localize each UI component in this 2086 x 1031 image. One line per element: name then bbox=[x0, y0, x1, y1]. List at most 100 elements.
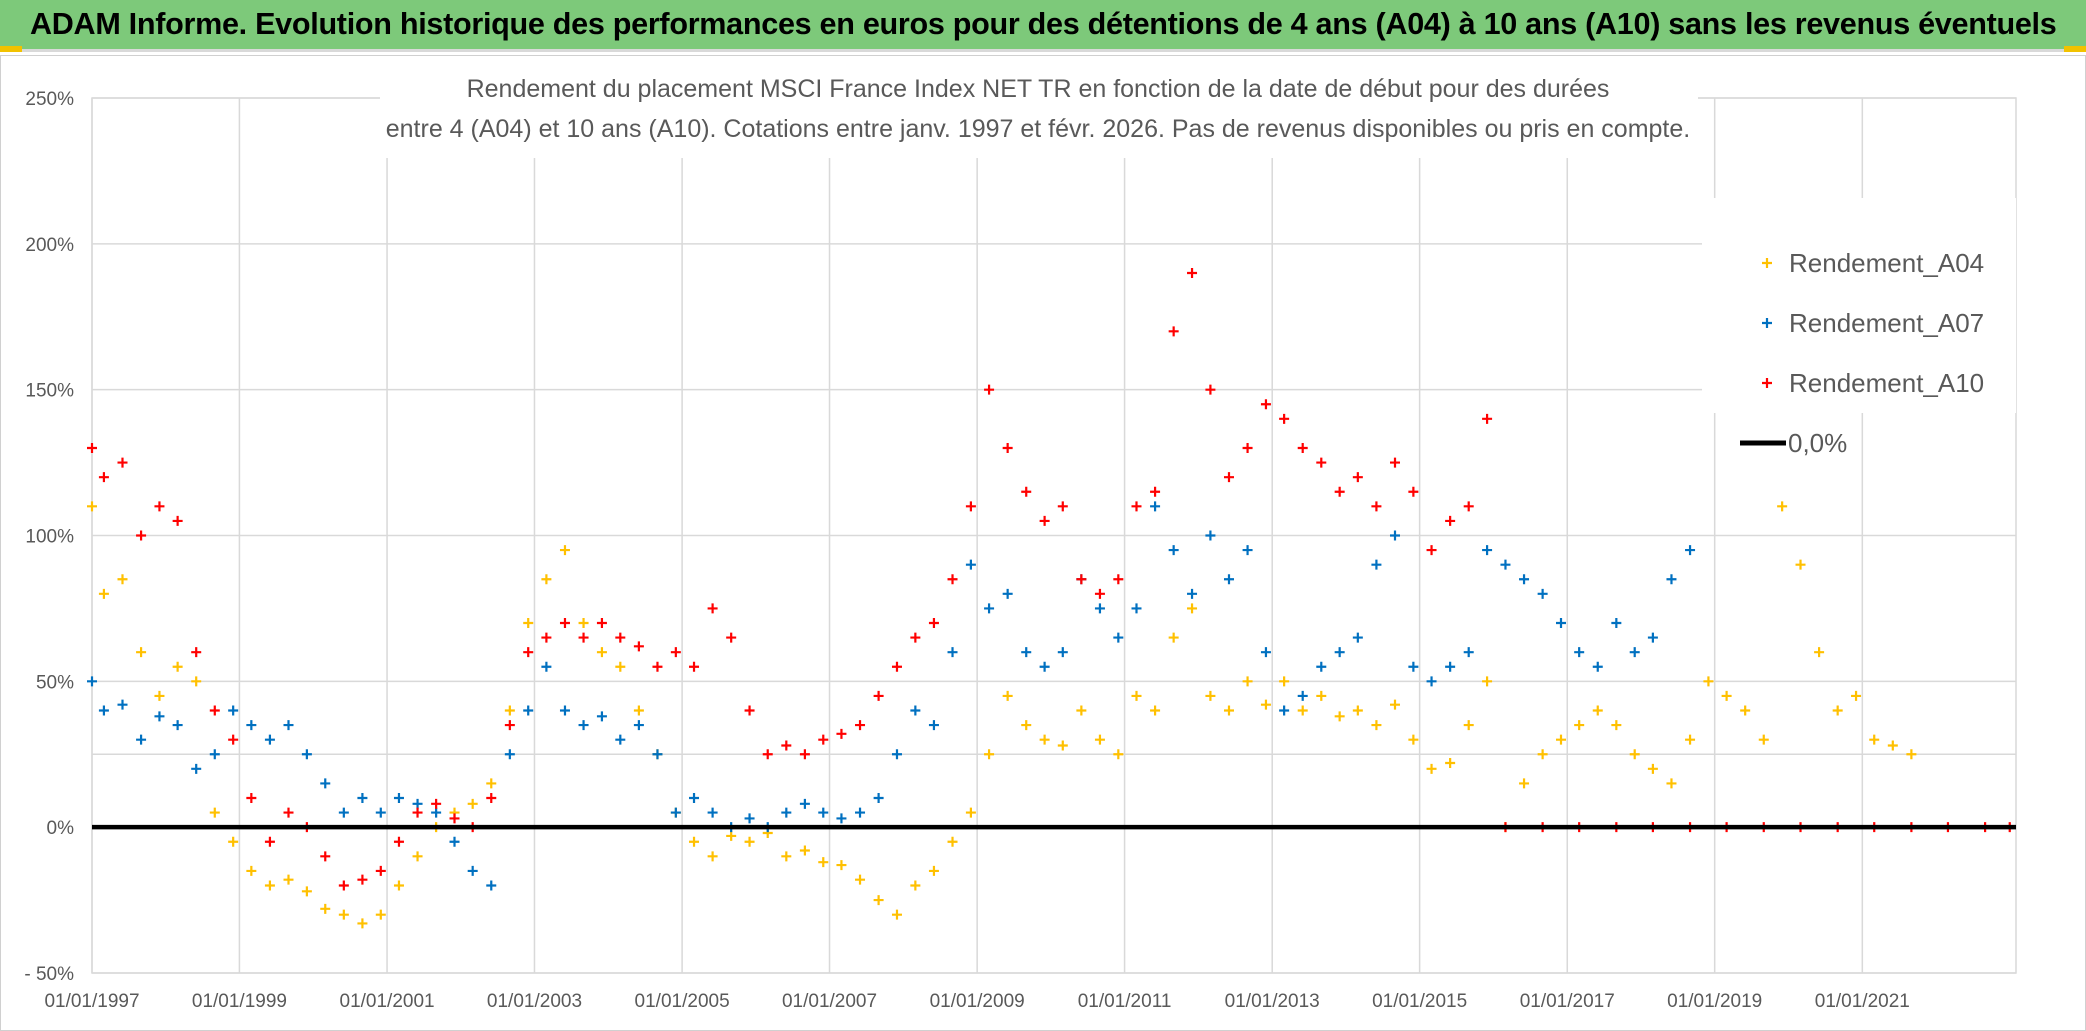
point-rendement-a10 bbox=[117, 457, 128, 468]
x-tick-label: 01/01/2013 bbox=[1225, 991, 1320, 1012]
point-rendement-a04 bbox=[781, 851, 792, 862]
point-rendement-a04 bbox=[1039, 734, 1050, 745]
point-rendement-a07 bbox=[578, 720, 589, 731]
point-rendement-a07 bbox=[596, 711, 607, 722]
point-rendement-a04 bbox=[1832, 705, 1843, 716]
point-rendement-a10 bbox=[1057, 501, 1068, 512]
point-rendement-a10 bbox=[1168, 326, 1179, 337]
y-axis-ticks: - 50% 0% 50% 100% 150% 200% 250% bbox=[24, 89, 74, 985]
point-rendement-a10 bbox=[228, 734, 239, 745]
point-rendement-a07 bbox=[910, 705, 921, 716]
point-rendement-a07 bbox=[1592, 661, 1603, 672]
point-rendement-a04 bbox=[1592, 705, 1603, 716]
y-tick-label: 100% bbox=[25, 527, 74, 548]
point-rendement-a04 bbox=[393, 880, 404, 891]
point-rendement-a10 bbox=[855, 720, 866, 731]
point-rendement-a04 bbox=[633, 705, 644, 716]
point-rendement-a07 bbox=[1002, 588, 1013, 599]
point-rendement-a04 bbox=[1242, 676, 1253, 687]
legend-label: Rendement_A10 bbox=[1789, 368, 1984, 398]
point-rendement-a07 bbox=[781, 807, 792, 818]
point-rendement-a04 bbox=[707, 851, 718, 862]
point-rendement-a04 bbox=[191, 676, 202, 687]
point-rendement-a07 bbox=[1223, 574, 1234, 585]
point-rendement-a10 bbox=[762, 749, 773, 760]
point-rendement-a10 bbox=[1426, 545, 1437, 556]
point-rendement-a07 bbox=[1279, 705, 1290, 716]
point-rendement-a07 bbox=[1611, 618, 1622, 628]
point-rendement-a07 bbox=[1057, 647, 1068, 658]
point-rendement-a07 bbox=[246, 720, 257, 731]
point-rendement-a04 bbox=[1187, 603, 1198, 614]
point-rendement-a04 bbox=[375, 909, 386, 920]
point-rendement-a07 bbox=[1390, 530, 1400, 541]
point-rendement-a07 bbox=[1242, 545, 1253, 556]
point-rendement-a07 bbox=[1131, 603, 1142, 614]
point-rendement-a04 bbox=[1445, 758, 1456, 768]
point-rendement-a10 bbox=[523, 647, 534, 658]
point-rendement-a04 bbox=[1721, 690, 1732, 701]
point-rendement-a10 bbox=[320, 851, 331, 862]
point-rendement-a04 bbox=[1334, 711, 1345, 722]
point-rendement-a10 bbox=[154, 501, 165, 512]
point-rendement-a04 bbox=[1223, 705, 1234, 716]
point-rendement-a10 bbox=[1445, 515, 1456, 526]
point-rendement-a07 bbox=[283, 720, 294, 731]
point-rendement-a10 bbox=[910, 632, 921, 643]
point-rendement-a04 bbox=[1021, 720, 1032, 731]
point-rendement-a07 bbox=[891, 749, 902, 760]
point-rendement-a10 bbox=[726, 632, 737, 643]
point-rendement-a10 bbox=[1039, 515, 1050, 526]
point-rendement-a04 bbox=[1260, 699, 1271, 710]
point-rendement-a10 bbox=[1150, 486, 1161, 497]
point-rendement-a10 bbox=[689, 661, 700, 672]
point-rendement-a04 bbox=[744, 836, 755, 847]
point-rendement-a04 bbox=[1463, 720, 1474, 731]
point-rendement-a10 bbox=[596, 618, 607, 628]
point-rendement-a07 bbox=[947, 647, 958, 658]
point-rendement-a07 bbox=[1574, 647, 1585, 658]
point-rendement-a04 bbox=[338, 909, 349, 920]
point-rendement-a04 bbox=[523, 618, 534, 628]
point-rendement-a07 bbox=[375, 807, 386, 818]
point-rendement-a04 bbox=[1556, 734, 1566, 745]
title-backdrop bbox=[380, 58, 1698, 158]
point-rendement-a07 bbox=[1629, 647, 1640, 658]
x-tick-label: 01/01/2007 bbox=[782, 991, 877, 1012]
x-tick-label: 01/01/2021 bbox=[1815, 991, 1910, 1012]
point-rendement-a07 bbox=[689, 793, 700, 803]
point-rendement-a07 bbox=[1685, 545, 1696, 556]
banner-title: ADAM Informe. Evolution historique des p… bbox=[30, 6, 2057, 41]
point-rendement-a10 bbox=[191, 647, 202, 658]
point-rendement-a04 bbox=[596, 647, 607, 658]
point-rendement-a04 bbox=[117, 574, 128, 585]
point-rendement-a04 bbox=[1297, 705, 1308, 716]
y-tick-label: 0% bbox=[47, 818, 75, 839]
point-rendement-a10 bbox=[891, 661, 902, 672]
banner-corner-right bbox=[2064, 46, 2086, 52]
point-rendement-a10 bbox=[947, 574, 958, 585]
x-tick-label: 01/01/2019 bbox=[1667, 991, 1762, 1012]
point-rendement-a10 bbox=[246, 793, 257, 803]
point-rendement-a04 bbox=[228, 836, 239, 847]
point-rendement-a04 bbox=[855, 874, 866, 885]
point-rendement-a04 bbox=[726, 830, 737, 841]
point-rendement-a07 bbox=[559, 705, 570, 716]
point-rendement-a04 bbox=[799, 845, 810, 856]
point-rendement-a10 bbox=[928, 618, 939, 628]
point-rendement-a07 bbox=[965, 559, 976, 570]
point-rendement-a04 bbox=[910, 880, 921, 891]
point-rendement-a07 bbox=[1647, 632, 1658, 643]
point-rendement-a07 bbox=[1666, 574, 1677, 585]
point-rendement-a10 bbox=[578, 632, 589, 643]
x-tick-label: 01/01/2011 bbox=[1078, 991, 1172, 1012]
point-rendement-a04 bbox=[578, 618, 589, 628]
point-rendement-a10 bbox=[1131, 501, 1142, 512]
point-rendement-a07 bbox=[449, 836, 460, 847]
point-rendement-a07 bbox=[984, 603, 995, 614]
point-rendement-a07 bbox=[264, 734, 275, 745]
point-rendement-a04 bbox=[1390, 699, 1400, 710]
point-rendement-a07 bbox=[855, 807, 866, 818]
legend-marker bbox=[1762, 258, 1772, 268]
point-rendement-a04 bbox=[1740, 705, 1751, 716]
